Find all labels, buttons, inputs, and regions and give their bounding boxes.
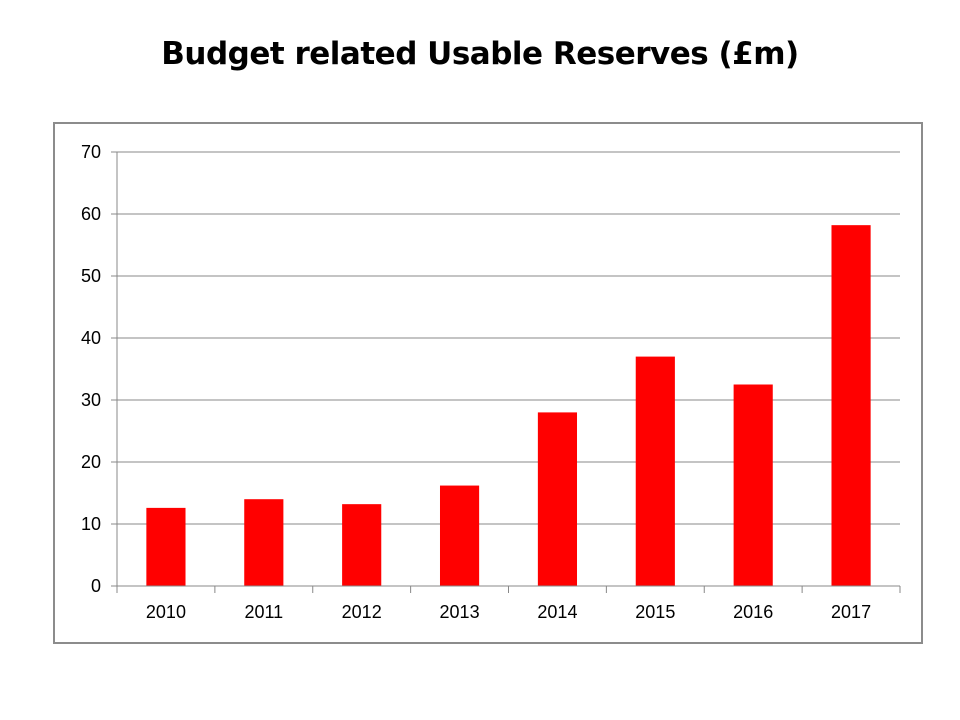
bars <box>146 225 871 586</box>
bar-2011 <box>244 499 284 586</box>
chart-frame: 0 10 20 30 40 50 60 70 2010 2011 2012 2013 2014 2015… <box>53 122 923 644</box>
bar-chart: 0 10 20 30 40 50 60 70 2010 2011 2012 2013 2014 2015… <box>81 142 901 622</box>
axes <box>116 152 901 593</box>
y-tick-label: 50 <box>81 266 101 286</box>
y-tick-label: 40 <box>81 328 101 348</box>
chart-title: Budget related Usable Reserves (£m) <box>161 36 799 72</box>
y-tick-labels: 0 10 20 30 40 50 60 70 <box>81 142 101 596</box>
y-tick-label: 0 <box>91 576 101 596</box>
bar-2015 <box>635 356 675 586</box>
y-tick-label: 60 <box>81 204 101 224</box>
y-tick-label: 70 <box>81 142 101 162</box>
y-tick-label: 10 <box>81 514 101 534</box>
bar-2010 <box>146 507 186 586</box>
x-tick-label: 2012 <box>342 602 382 622</box>
y-tick-label: 20 <box>81 452 101 472</box>
bar-2017 <box>831 225 871 586</box>
x-tick-label: 2011 <box>244 602 283 622</box>
x-tick-label: 2013 <box>440 602 480 622</box>
bar-2012 <box>342 504 382 586</box>
x-tick-label: 2014 <box>537 602 577 622</box>
x-tick-label: 2017 <box>831 602 871 622</box>
x-tick-label: 2015 <box>635 602 675 622</box>
x-tick-label: 2016 <box>733 602 773 622</box>
gridlines <box>111 151 900 587</box>
x-tick-label: 2010 <box>146 602 186 622</box>
bar-2016 <box>733 384 773 586</box>
y-tick-label: 30 <box>81 390 101 410</box>
x-tick-labels: 2010 2011 2012 2013 2014 2015 2016 2017 <box>146 602 871 622</box>
bar-2014 <box>537 412 578 586</box>
bar-2013 <box>439 485 480 586</box>
